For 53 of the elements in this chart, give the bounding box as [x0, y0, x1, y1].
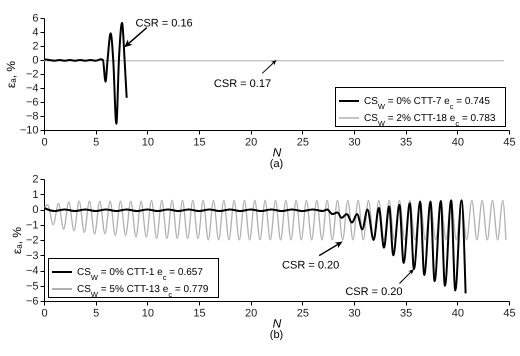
x-tick-label: 20 [245, 136, 258, 148]
x-tick-label: 35 [400, 136, 412, 148]
x-tick-label: 15 [193, 136, 206, 148]
annotation: CSR = 0.20 [345, 286, 403, 298]
y-tick-label: −6 [26, 296, 38, 308]
y-tick-label: −2 [26, 234, 38, 246]
y-axis-title: εₐ, % [4, 60, 18, 88]
x-tick-label: 20 [245, 308, 258, 320]
y-tick-label: 2 [32, 174, 38, 186]
x-tick-label: 45 [503, 308, 516, 320]
y-tick-label: −1 [26, 219, 38, 232]
y-tick-label: 4 [32, 26, 38, 38]
x-tick-label: 30 [348, 308, 361, 320]
y-tick-label: −3 [26, 250, 38, 262]
x-tick-label: 0 [41, 136, 48, 148]
x-tick-label: 35 [400, 308, 412, 320]
y-tick-label: −4 [26, 265, 38, 277]
y-axis-title: εₐ, % [10, 226, 24, 254]
legend-label: CS$_{W}$ = 0% CTT-7 e$_{c}$ = 0.745 [364, 96, 490, 110]
y-tick-label: 1 [32, 188, 38, 201]
x-tick-label: 25 [296, 136, 309, 148]
legend-label: CS$_{W}$ = 2% CTT-18 e$_{c}$ = 0.783 [364, 113, 496, 128]
x-tick-label: 10 [142, 136, 154, 148]
x-tick-label: 40 [452, 136, 464, 148]
x-tick-label: 0 [41, 308, 48, 320]
y-tick-label: 2 [32, 40, 38, 52]
x-tick-label: 10 [142, 308, 154, 320]
legend-label: CS$_{W}$ = 0% CTT-1 e$_{c}$ = 0.657 [77, 267, 204, 282]
x-axis-title: N [272, 146, 282, 160]
x-axis-title: N [272, 316, 282, 330]
y-tick-label: −2 [26, 68, 38, 80]
x-tick-label: 5 [93, 136, 100, 148]
annotation: CSR = 0.17 [214, 78, 272, 90]
x-tick-label: 15 [193, 308, 206, 320]
y-tick-label: 0 [32, 204, 38, 216]
x-tick-label: 45 [503, 136, 516, 148]
x-tick-label: 40 [452, 308, 464, 320]
y-tick-label: 0 [32, 54, 38, 66]
x-tick-label: 30 [348, 136, 361, 148]
y-tick-label: 6 [32, 12, 38, 24]
annotation: CSR = 0.20 [282, 260, 340, 272]
legend-label: CS$_{W}$ = 5% CTT-13 e$_{c}$ = 0.779 [77, 284, 209, 298]
x-tick-label: 5 [93, 308, 100, 320]
text: (b) [270, 329, 284, 341]
y-tick-label: −10 [20, 124, 38, 136]
line-series [44, 200, 507, 241]
y-tick-label: −5 [26, 280, 38, 292]
text: (a) [270, 158, 284, 170]
y-tick-label: −8 [26, 110, 38, 122]
x-tick-label: 25 [296, 308, 309, 320]
annotation: CSR = 0.16 [135, 17, 193, 30]
y-tick-label: −6 [26, 96, 38, 108]
y-tick-label: −4 [26, 82, 38, 94]
